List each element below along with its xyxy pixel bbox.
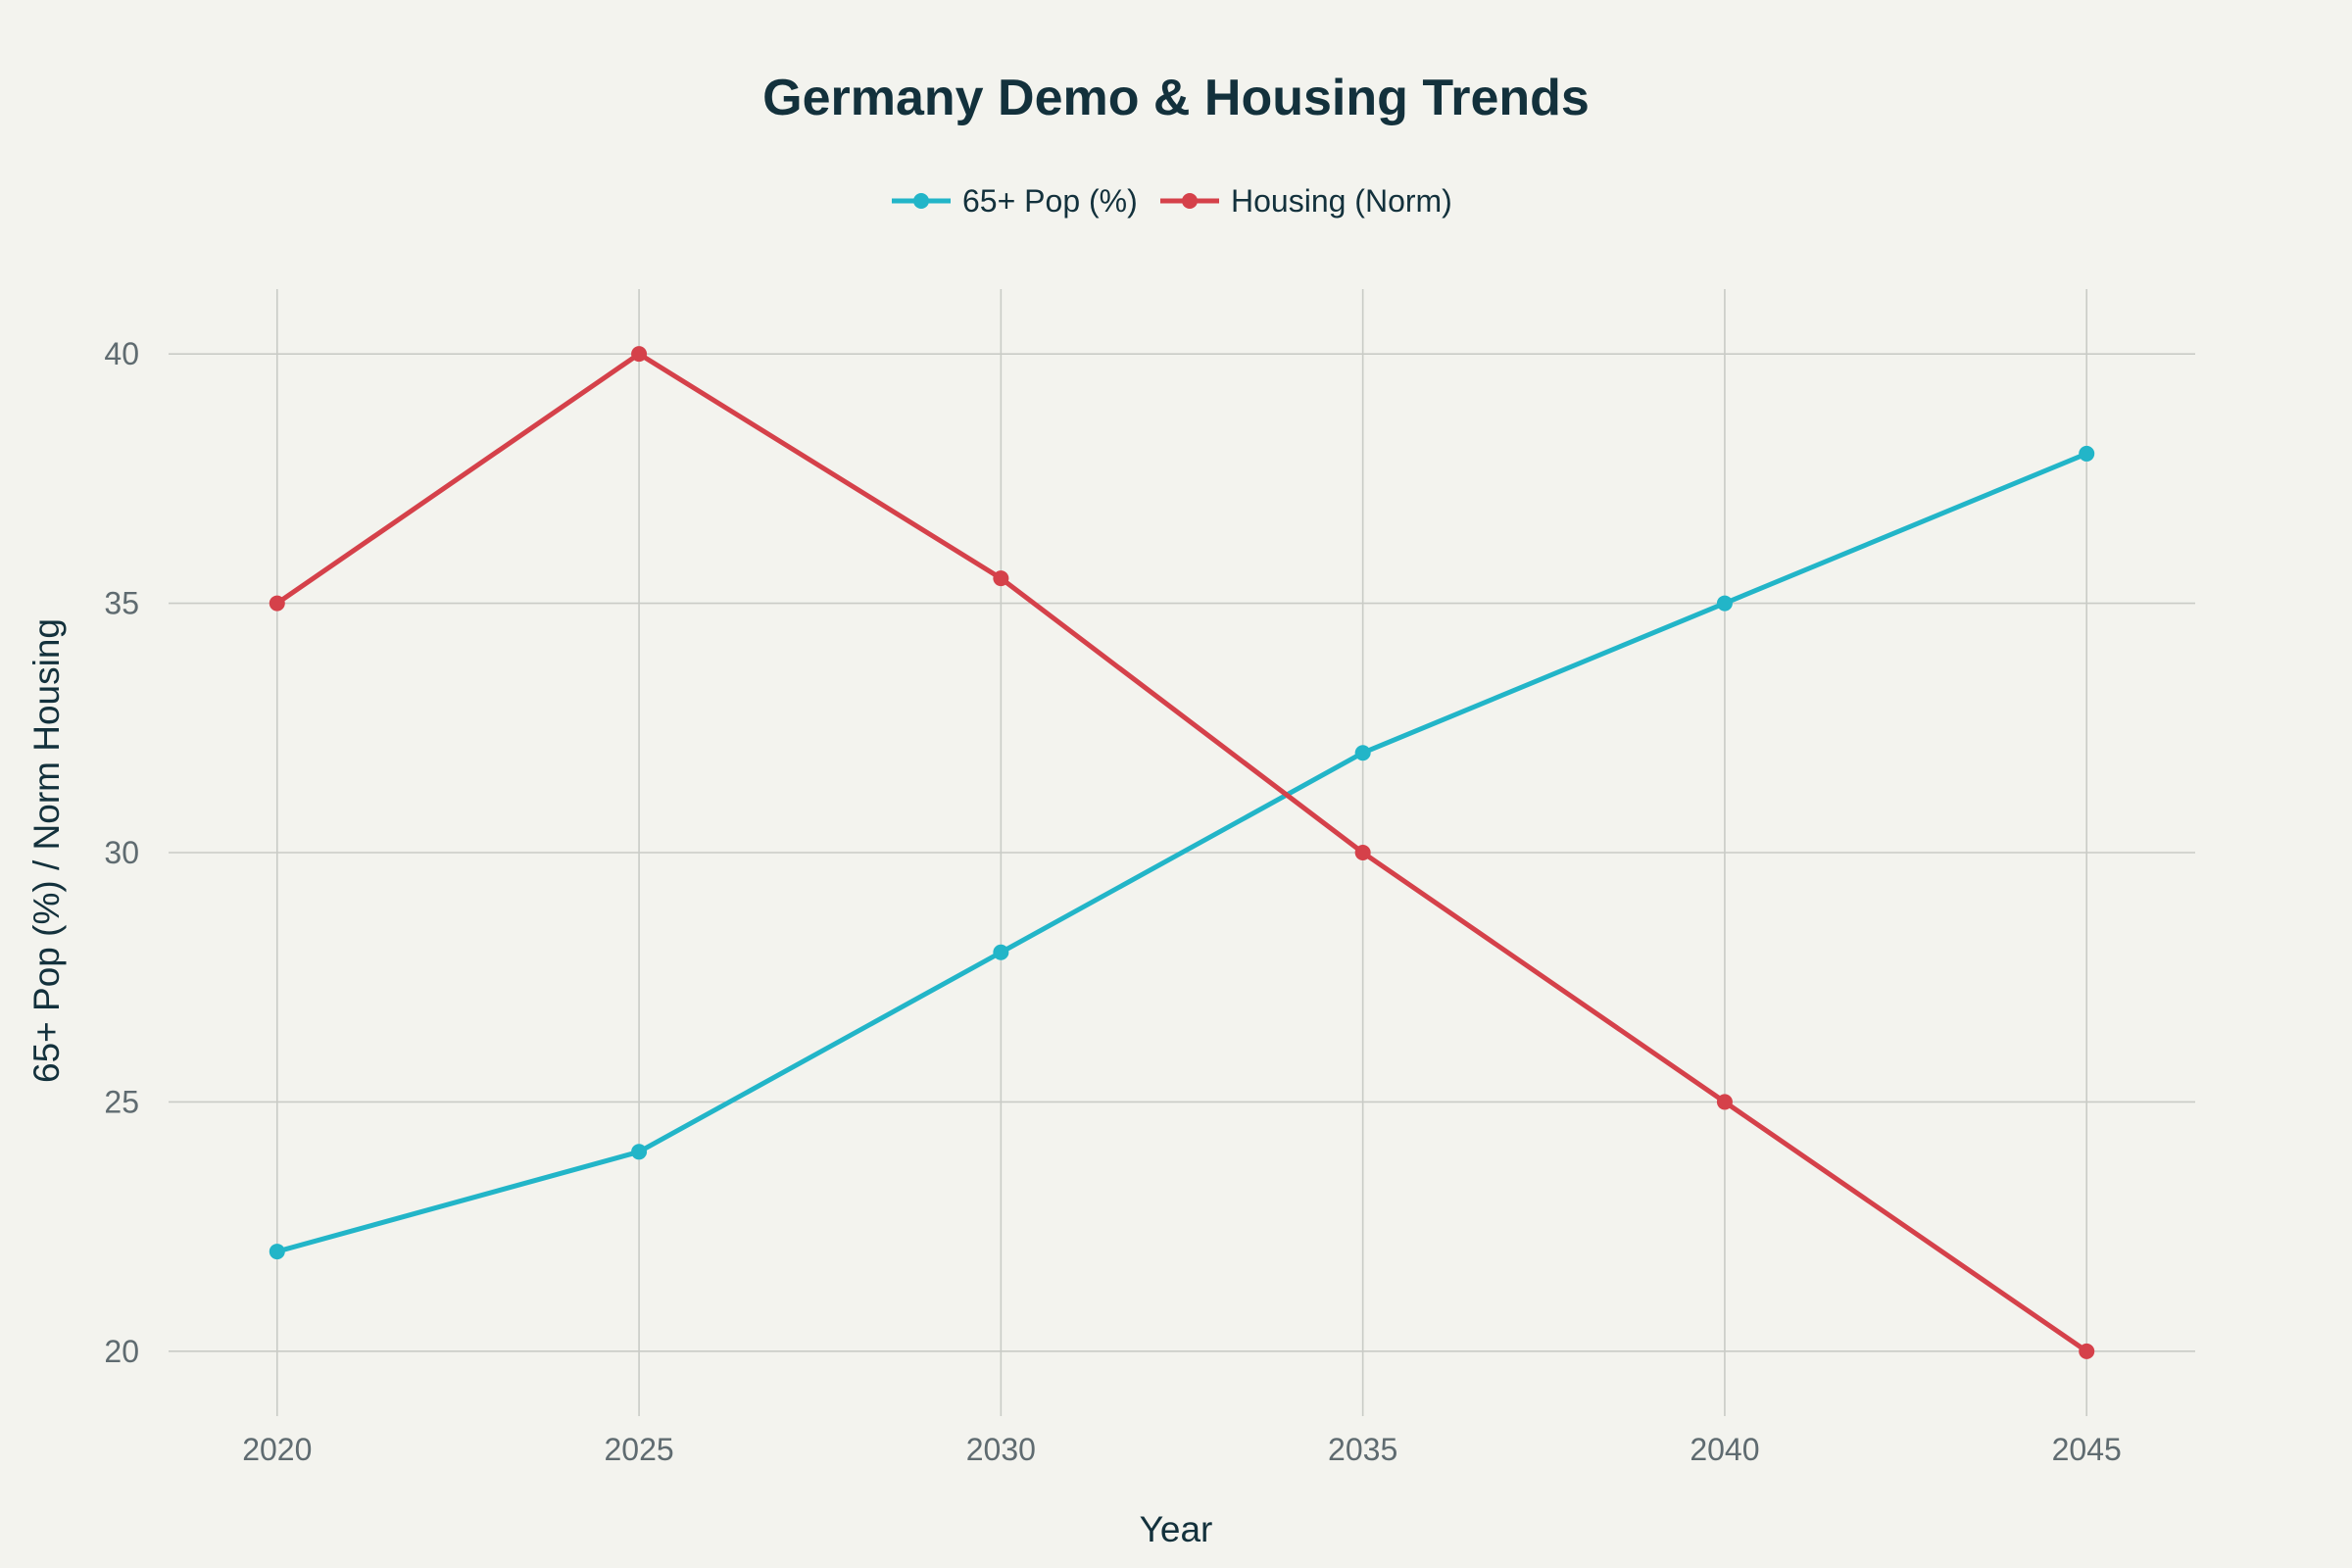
series-layer xyxy=(269,346,2095,1359)
data-point-65-pop xyxy=(269,1244,285,1260)
legend: 65+ Pop (%) Housing (Norm) xyxy=(892,183,1452,219)
legend-swatch-marker xyxy=(913,193,929,209)
data-point-housing-norm xyxy=(1716,1094,1733,1110)
y-tick-label: 40 xyxy=(104,336,139,371)
legend-item-housing-norm: Housing (Norm) xyxy=(1160,183,1452,219)
x-tick-label: 2030 xyxy=(966,1432,1036,1467)
x-tick-label: 2045 xyxy=(2052,1432,2122,1467)
data-point-65-pop xyxy=(2079,445,2095,462)
data-point-65-pop xyxy=(993,944,1009,960)
y-tick-label: 30 xyxy=(104,835,139,870)
legend-item-65-pop: 65+ Pop (%) xyxy=(892,183,1138,219)
data-point-65-pop xyxy=(1716,595,1733,612)
y-axis-title: 65+ Pop (%) / Norm Housing xyxy=(26,618,67,1083)
x-tick-label: 2020 xyxy=(242,1432,312,1467)
y-tick-label: 35 xyxy=(104,586,139,621)
data-point-housing-norm xyxy=(993,570,1009,587)
y-tick-label: 25 xyxy=(104,1084,139,1119)
data-point-housing-norm xyxy=(631,346,648,363)
data-point-65-pop xyxy=(1354,745,1371,761)
legend-label: 65+ Pop (%) xyxy=(962,183,1138,219)
y-tick-label: 20 xyxy=(104,1334,139,1369)
data-point-65-pop xyxy=(631,1144,648,1160)
data-point-housing-norm xyxy=(2079,1343,2095,1359)
x-axis-title: Year xyxy=(1140,1509,1213,1549)
data-point-housing-norm xyxy=(1354,845,1371,860)
series-line-housing-norm xyxy=(274,351,2089,1354)
x-tick-label: 2035 xyxy=(1328,1432,1397,1467)
x-tick-label: 2040 xyxy=(1690,1432,1759,1467)
legend-label: Housing (Norm) xyxy=(1231,183,1452,219)
legend-swatch-marker xyxy=(1182,193,1198,209)
x-tick-label: 2025 xyxy=(604,1432,673,1467)
series-line-65-pop xyxy=(274,451,2089,1254)
chart-title: Germany Demo & Housing Trends xyxy=(762,70,1590,126)
data-point-housing-norm xyxy=(269,595,285,612)
